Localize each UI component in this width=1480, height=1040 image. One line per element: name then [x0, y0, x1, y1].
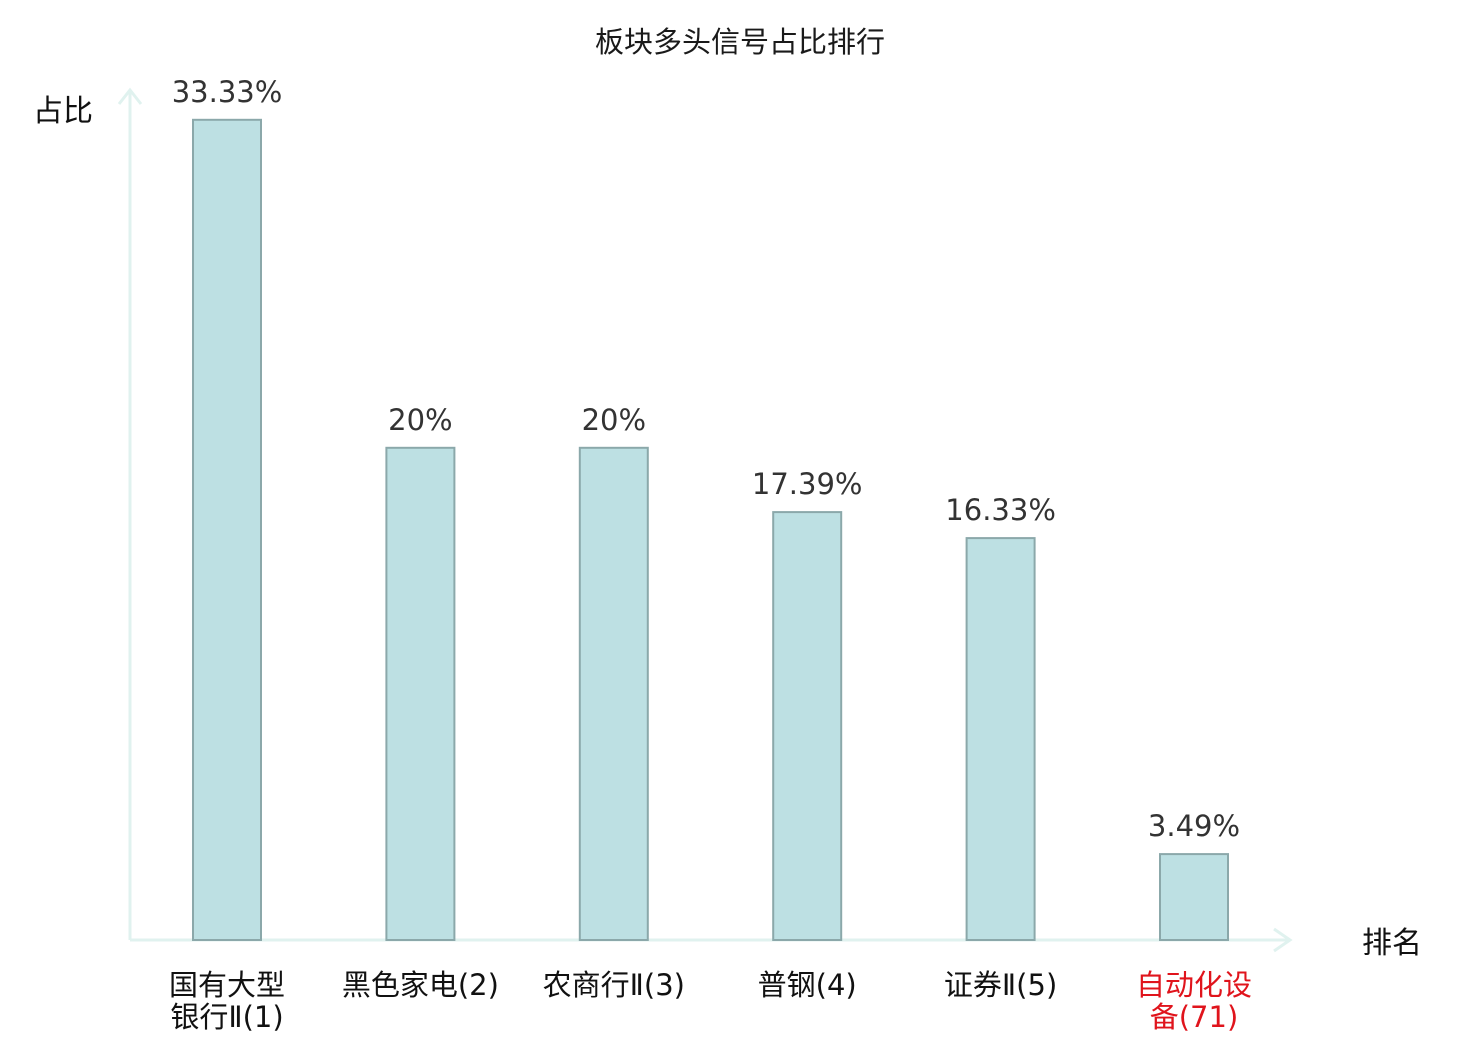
category-labels-group: 国有大型银行Ⅱ(1) 黑色家电(2) 农商行Ⅱ(3) 普钢(4) 证券Ⅱ(5) 自动化设备…: [169, 968, 1252, 1034]
value-label-6: 3.49%: [1148, 809, 1240, 843]
value-label-4: 17.39%: [752, 467, 863, 501]
category-label-line: 银行Ⅱ(1): [170, 1000, 283, 1034]
value-labels-group: 33.33% 20% 20% 17.39% 16.33% 3.49%: [172, 75, 1240, 843]
chart-title: 板块多头信号占比排行: [595, 25, 885, 59]
value-label-1: 33.33%: [172, 75, 283, 109]
category-label-4: 普钢(4): [758, 968, 857, 1002]
value-label-5: 16.33%: [945, 493, 1056, 527]
bar-3: [578, 446, 649, 941]
bar-4: [772, 511, 843, 941]
category-label-line: 国有大型: [169, 968, 285, 1002]
x-axis-label: 排名: [1362, 926, 1422, 961]
category-label-2: 黑色家电(2): [342, 968, 499, 1002]
y-axis-label: 占比: [33, 94, 93, 129]
category-label-6: 自动化设备(71): [1136, 968, 1252, 1034]
bar-1: [192, 118, 262, 942]
bars-group: [192, 118, 1229, 942]
bar-2: [385, 446, 456, 941]
category-label-3: 农商行Ⅱ(3): [543, 968, 685, 1002]
category-label-line: 普钢(4): [758, 968, 857, 1002]
category-label-line: 黑色家电(2): [342, 968, 499, 1002]
value-label-3: 20%: [582, 403, 646, 437]
category-label-line: 农商行Ⅱ(3): [543, 968, 685, 1002]
y-axis-arrow-icon: [117, 87, 143, 105]
axes: [117, 87, 1293, 953]
category-label-1: 国有大型银行Ⅱ(1): [169, 968, 285, 1034]
category-label-line: 证券Ⅱ(5): [944, 968, 1057, 1002]
x-axis-arrow-icon: [1273, 927, 1293, 953]
bar-6: [1159, 853, 1229, 941]
category-label-line: 自动化设: [1136, 968, 1252, 1002]
category-label-5: 证券Ⅱ(5): [944, 968, 1057, 1002]
bar-5: [965, 537, 1036, 941]
category-label-line: 备(71): [1150, 1000, 1239, 1034]
value-label-2: 20%: [388, 403, 452, 437]
